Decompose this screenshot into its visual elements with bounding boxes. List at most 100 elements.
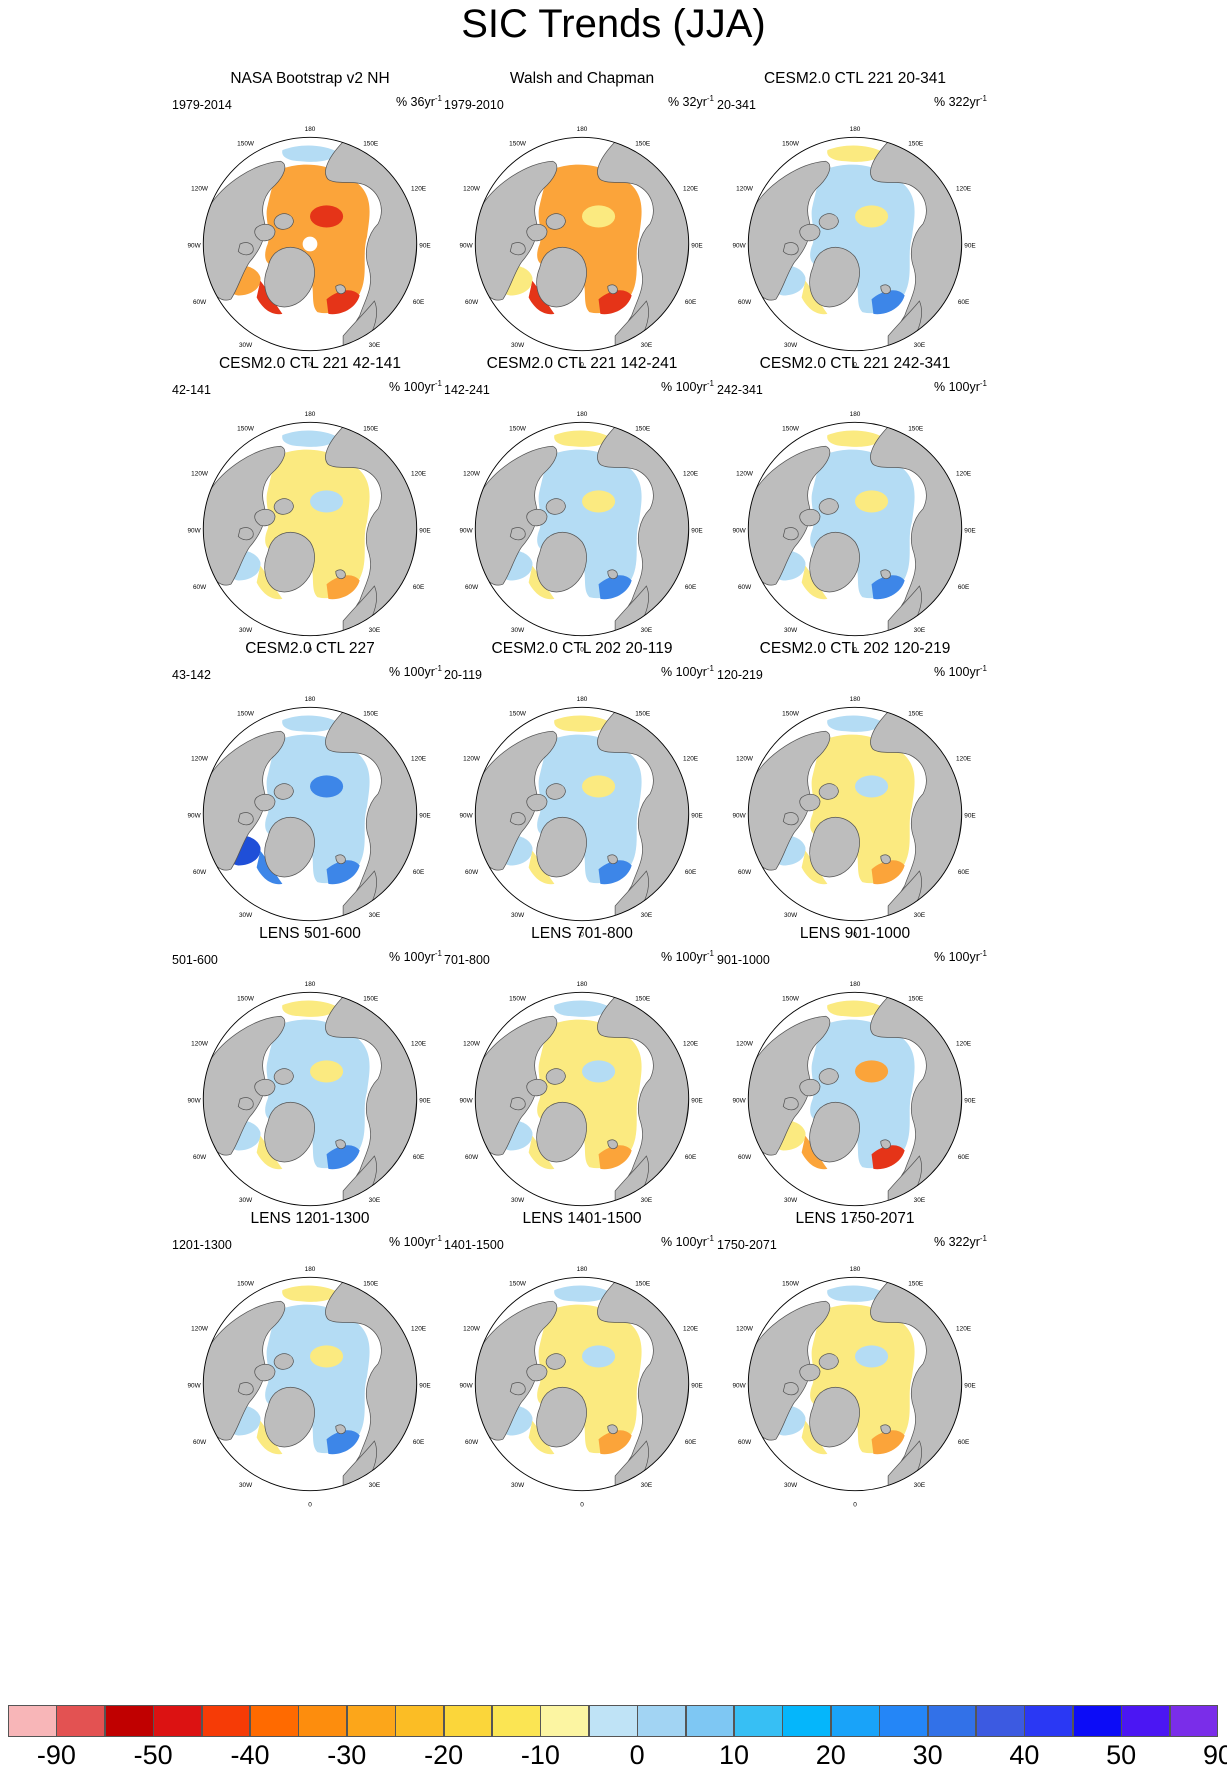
longitude-label: 150E [363, 426, 379, 433]
longitude-label: 30E [914, 1482, 926, 1489]
panel-units-exponent: -1 [979, 949, 987, 958]
land-mass [545, 1353, 566, 1370]
longitude-label: 150E [635, 426, 651, 433]
longitude-label: 60W [465, 869, 479, 876]
longitude-label: 90W [187, 528, 201, 535]
panel-title: LENS 1201-1300 [250, 1210, 370, 1227]
land-mass [545, 498, 566, 515]
polar-map: 180 150W 150E 120W 120E 90W 90E 60W 60E 30W 30E 0 [732, 126, 976, 369]
colorbar-tick-label: 10 [718, 1740, 750, 1770]
panel-period: 142-241 [444, 383, 490, 397]
land-mass [526, 1078, 548, 1097]
colorbar-tick-label: -40 [230, 1740, 270, 1770]
sea-ice-trend-region [537, 1019, 642, 1169]
bering-sea-trend [827, 430, 883, 447]
panel-units: % 100yr-1 [389, 664, 442, 679]
longitude-label: 0 [580, 931, 584, 938]
polar-map: 180 150W 150E 120W 120E 90W 90E 60W 60E 30W 30E 0 [732, 696, 976, 939]
longitude-label: 60W [193, 1439, 207, 1446]
panel-units-exponent: -1 [706, 949, 714, 958]
map-panel: CESM2.0 CTL 221 20-341 20-341% 322yr-1 180… [705, 70, 1005, 370]
map-panel: LENS 1750-2071 1750-2071% 322yr-1 180 150W 1… [705, 1210, 1005, 1510]
panel-units-exponent: -1 [706, 94, 714, 103]
longitude-label: 30W [784, 1482, 798, 1489]
panel-period: 701-800 [444, 953, 490, 967]
longitude-label: 0 [308, 1501, 312, 1508]
longitude-label: 30E [641, 1197, 653, 1204]
map-boundary [474, 1276, 690, 1492]
longitude-label: 90E [691, 243, 703, 250]
colorbar-swatch [830, 1705, 880, 1737]
sea-ice-trend-region [537, 164, 642, 314]
colorbar-tick-label: 40 [1009, 1740, 1040, 1770]
longitude-label: 180 [305, 1266, 316, 1273]
longitude-label: 120W [736, 1041, 754, 1048]
panel-title: LENS 901-1000 [799, 925, 911, 942]
longitude-label: 90W [187, 1098, 201, 1105]
map-panel: CESM2.0 CTL 227 43-142 % 100yr-1 180 150W 150… [160, 640, 460, 940]
land-mass [536, 817, 587, 878]
longitude-label: 60E [413, 869, 425, 876]
longitude-label: 150W [509, 426, 527, 433]
longitude-label: 30E [914, 912, 926, 919]
longitude-label: 60E [958, 299, 970, 306]
land-mass [509, 812, 526, 826]
longitude-label: 150E [908, 711, 924, 718]
longitude-label: 60E [685, 869, 697, 876]
sea-ice-trend-region [537, 449, 642, 599]
longitude-label: 30W [239, 912, 253, 919]
land-mass [809, 532, 860, 593]
land-mass [509, 1097, 526, 1111]
colorbar-tick-label: -90 [36, 1740, 76, 1770]
polar-map: 180 150W 150E 120W 120E 90W 90E 60W 60E 30W 30E 0 [459, 1266, 703, 1509]
longitude-label: 90E [419, 813, 431, 820]
longitude-label: 120E [956, 186, 972, 193]
sea-ice-trend-region [265, 1019, 370, 1169]
bering-sea-trend [282, 1285, 338, 1302]
longitude-label: 120E [411, 471, 427, 478]
land-mass [237, 1382, 254, 1396]
colorbar-tick-label: -10 [520, 1740, 560, 1770]
panel-units-exponent: -1 [979, 94, 987, 103]
land-mass [545, 213, 566, 230]
longitude-label: 180 [305, 696, 316, 703]
panel-title: CESM2.0 CTL 221 142-241 [486, 355, 678, 372]
longitude-label: 0 [580, 1216, 584, 1223]
bering-sea-trend [827, 715, 883, 732]
panel-units-text: % 100yr [661, 950, 707, 965]
longitude-label: 60E [685, 584, 697, 591]
longitude-label: 30W [239, 1197, 253, 1204]
longitude-label: 120E [411, 186, 427, 193]
colorbar-swatch [734, 1705, 783, 1737]
land-mass [545, 1068, 566, 1085]
longitude-label: 120E [956, 1041, 972, 1048]
longitude-label: 30W [239, 1482, 253, 1489]
panel-units: % 100yr-1 [934, 379, 987, 394]
trend-patch [582, 1060, 616, 1083]
map-boundary [202, 1276, 418, 1492]
longitude-label: 120W [736, 756, 754, 763]
panel-units-text: % 32yr [667, 95, 707, 110]
sea-ice-trend-region [265, 164, 370, 314]
longitude-label: 120W [463, 1041, 481, 1048]
colorbar-swatch [104, 1705, 154, 1737]
colorbar-swatch [443, 1705, 493, 1737]
polar-map: 180 150W 150E 120W 120E 90W 90E 60W 60E 30W 30E 0 [459, 981, 703, 1224]
longitude-label: 0 [308, 361, 312, 368]
land-mass [799, 1363, 821, 1382]
longitude-label: 150E [908, 141, 924, 148]
polar-map: 180 150W 150E 120W 120E 90W 90E 60W 60E 30W 30E 0 [187, 126, 431, 369]
longitude-label: 120W [191, 186, 209, 193]
longitude-label: 60W [738, 299, 752, 306]
panel-title: LENS 501-600 [259, 925, 361, 942]
colorbar-swatch [201, 1705, 251, 1737]
longitude-label: 120W [736, 1326, 754, 1333]
longitude-label: 150W [782, 711, 800, 718]
land-mass [607, 1424, 618, 1435]
panel-period: 901-1000 [717, 953, 770, 967]
longitude-label: 30W [784, 1197, 798, 1204]
colorbar-tick-label: 0 [629, 1740, 645, 1770]
barents-sea-trend [598, 860, 632, 885]
longitude-label: 90W [459, 1383, 473, 1390]
trend-patch [855, 775, 889, 798]
